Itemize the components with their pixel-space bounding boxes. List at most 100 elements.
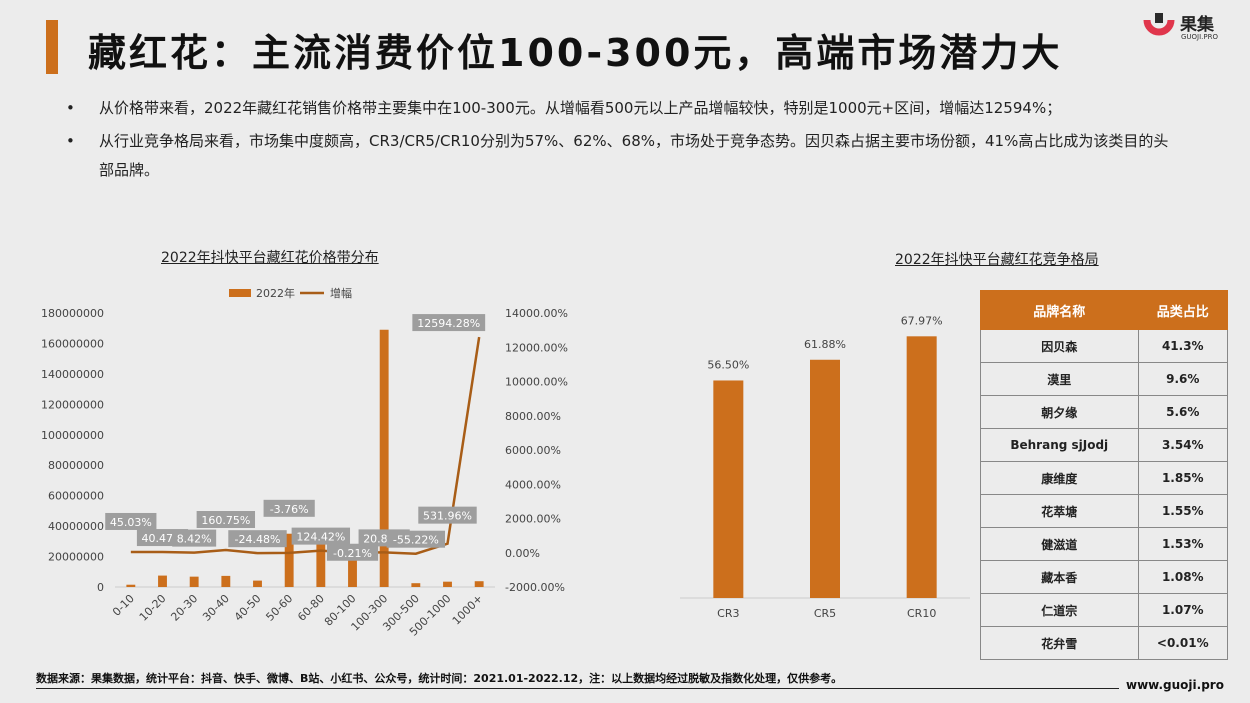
data-label-text: -0.21% bbox=[333, 547, 372, 560]
y-right-tick-label: -2000.00% bbox=[505, 581, 565, 594]
price-band-bar bbox=[316, 544, 326, 587]
y-left-tick-label: 60000000 bbox=[48, 490, 104, 503]
table-row: 漠里 9.6% bbox=[980, 362, 1229, 396]
table-row: 朝夕缘 5.6% bbox=[980, 395, 1229, 429]
table-row: 健滋道 1.53% bbox=[980, 527, 1229, 561]
data-label-text: 45.03% bbox=[110, 516, 152, 529]
concentration-value-label: 56.50% bbox=[707, 358, 749, 371]
y-right-tick-label: 14000.00% bbox=[505, 307, 568, 320]
table-row: 花萃塘 1.55% bbox=[980, 494, 1229, 528]
brand-share-cell: <0.01% bbox=[1137, 626, 1229, 660]
table-row: 康维度 1.85% bbox=[980, 461, 1229, 495]
growth-data-label: 8.42% bbox=[172, 529, 217, 547]
concentration-bar bbox=[810, 359, 840, 598]
x-tick-label: CR5 bbox=[814, 607, 836, 620]
legend-line-label: 增幅 bbox=[330, 286, 352, 300]
x-tick-label: 30-40 bbox=[200, 592, 232, 624]
bullet-item: • 从价格带来看，2022年藏红花销售价格带主要集中在100-300元。从增幅看… bbox=[62, 94, 1172, 123]
table-header-share: 品类占比 bbox=[1137, 290, 1229, 330]
growth-data-label: 12594.28% bbox=[412, 314, 486, 332]
brand-share-cell: 1.85% bbox=[1137, 461, 1229, 495]
brand-name-cell: 朝夕缘 bbox=[980, 395, 1139, 429]
y-right-tick-label: 0.00% bbox=[505, 547, 540, 560]
growth-data-label: -55.22% bbox=[386, 530, 446, 548]
website-link[interactable]: www.guoji.pro bbox=[1126, 678, 1224, 692]
growth-data-label: 45.03% bbox=[105, 512, 157, 530]
brand-share-cell: 1.07% bbox=[1137, 593, 1229, 627]
y-left-tick-label: 100000000 bbox=[41, 429, 104, 442]
y-right-tick-label: 6000.00% bbox=[505, 444, 561, 457]
data-label-box bbox=[386, 530, 446, 548]
bullet-icon: • bbox=[66, 99, 75, 117]
price-band-bar bbox=[189, 576, 199, 587]
price-distribution-chart: 2022年 增幅 180000000 160000000 140000000 120000… bbox=[41, 286, 568, 639]
data-label-box bbox=[228, 530, 287, 548]
y-left-tick-label: 160000000 bbox=[41, 337, 104, 350]
brand-share-cell: 9.6% bbox=[1137, 362, 1229, 396]
summary-bullets: • 从价格带来看，2022年藏红花销售价格带主要集中在100-300元。从增幅看… bbox=[62, 94, 1172, 189]
x-tick-label: 50-60 bbox=[263, 592, 295, 624]
data-label-box bbox=[172, 529, 217, 547]
y-left-tick-label: 120000000 bbox=[41, 398, 104, 411]
data-label-text: 531.96% bbox=[423, 510, 472, 523]
x-tick-label: CR3 bbox=[717, 607, 739, 620]
brand-share-cell: 1.08% bbox=[1137, 560, 1229, 594]
data-source-note: 数据来源：果集数据，统计平台：抖音、快手、微博、B站、小红书、公众号，统计时间：… bbox=[36, 672, 843, 685]
legend-bar-swatch bbox=[229, 289, 251, 297]
growth-data-label: -0.21% bbox=[326, 543, 379, 561]
brand-name-cell: 漠里 bbox=[980, 362, 1139, 396]
concentration-value-label: 67.97% bbox=[901, 314, 943, 327]
brand-name-cell: 藏本香 bbox=[980, 560, 1139, 594]
price-band-bar bbox=[379, 329, 389, 587]
guoji-logo-icon bbox=[1143, 13, 1175, 36]
price-chart-title: 2022年抖快平台藏红花价格带分布 bbox=[161, 250, 379, 266]
y-left-tick-label: 0 bbox=[97, 581, 104, 594]
brand-share-cell: 1.55% bbox=[1137, 494, 1229, 528]
price-band-bar bbox=[221, 575, 231, 587]
brand-name-cell: 因贝森 bbox=[980, 329, 1139, 363]
y-right-tick-label: 12000.00% bbox=[505, 341, 568, 354]
y-right-tick-label: 4000.00% bbox=[505, 478, 561, 491]
brand-name-cell: 仁道宗 bbox=[980, 593, 1139, 627]
x-tick-label: 1000+ bbox=[450, 592, 486, 628]
table-header-brand: 品牌名称 bbox=[980, 290, 1139, 330]
y-left-tick-label: 180000000 bbox=[41, 307, 104, 320]
brand-share-cell: 1.53% bbox=[1137, 527, 1229, 561]
x-tick-label: 20-30 bbox=[168, 592, 200, 624]
brand-name-cell: Behrang sjJodj bbox=[980, 428, 1139, 462]
growth-data-label: -24.48% bbox=[228, 530, 287, 548]
y-right-tick-label: 10000.00% bbox=[505, 376, 568, 389]
data-label-box bbox=[196, 510, 256, 528]
data-label-box bbox=[105, 512, 157, 530]
data-label-text: 12594.28% bbox=[417, 317, 480, 330]
x-tick-label: 0-10 bbox=[110, 592, 137, 619]
price-band-bar bbox=[158, 575, 167, 587]
footer-divider bbox=[36, 688, 1119, 689]
page-title: 藏红花：主流消费价位100-300元，高端市场潜力大 bbox=[88, 31, 1063, 75]
data-label-box bbox=[263, 499, 315, 517]
data-label-text: 124.42% bbox=[296, 531, 345, 544]
bullet-item: • 从行业竞争格局来看，市场集中度颇高，CR3/CR5/CR10分别为57%、6… bbox=[62, 127, 1172, 185]
bullet-icon: • bbox=[66, 132, 75, 150]
data-label-text: -55.22% bbox=[393, 534, 439, 547]
data-label-box bbox=[326, 543, 379, 561]
legend-bar-label: 2022年 bbox=[256, 286, 295, 300]
brand-name-cell: 康维度 bbox=[980, 461, 1139, 495]
data-label-box bbox=[412, 314, 486, 332]
title-accent-bar bbox=[46, 20, 58, 74]
price-band-bar bbox=[474, 581, 484, 587]
data-label-text: 8.42% bbox=[177, 533, 212, 546]
x-tick-label: 10-20 bbox=[137, 592, 169, 624]
brand-share-cell: 5.6% bbox=[1137, 395, 1229, 429]
growth-data-label: 531.96% bbox=[418, 506, 477, 524]
brand-share-cell: 3.54% bbox=[1137, 428, 1229, 462]
data-label-text: 160.75% bbox=[201, 514, 250, 527]
brand-logo: 果集 GUOJI.PRO bbox=[1140, 8, 1250, 48]
data-label-box bbox=[418, 506, 477, 524]
brand-name-cell: 健滋道 bbox=[980, 527, 1139, 561]
table-row: 因贝森 41.3% bbox=[980, 329, 1229, 363]
data-label-box bbox=[291, 527, 351, 545]
y-right-tick-label: 2000.00% bbox=[505, 513, 561, 526]
brand-share-cell: 41.3% bbox=[1137, 329, 1229, 363]
price-band-bar bbox=[443, 581, 452, 587]
